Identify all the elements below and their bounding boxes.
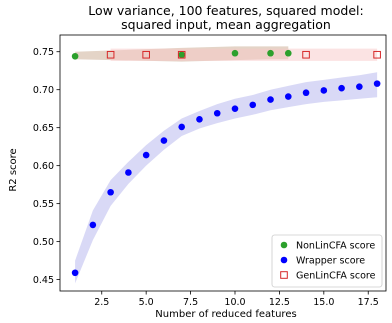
x-axis-label: Number of reduced features bbox=[155, 309, 296, 320]
point-s1-13 bbox=[302, 89, 310, 97]
x-tick-label-6: 17.5 bbox=[358, 297, 379, 308]
point-s1-5 bbox=[160, 137, 168, 144]
point-s1-3 bbox=[125, 169, 132, 176]
y-tick-label-5: 0.70 bbox=[33, 85, 54, 96]
x-tick-label-2: 7.5 bbox=[183, 297, 198, 308]
point-s1-0 bbox=[71, 269, 79, 277]
point-s0-4 bbox=[284, 49, 292, 57]
y-tick-label-1: 0.50 bbox=[33, 237, 54, 248]
point-s1-4 bbox=[142, 151, 150, 159]
point-s0-1 bbox=[178, 51, 185, 59]
legend-label-2: GenLinCFA score bbox=[296, 271, 376, 282]
x-tick-label-4: 12.5 bbox=[269, 297, 290, 308]
point-s0-2 bbox=[231, 49, 239, 57]
y-axis-ticks: 0.45 0.50 0.55 0.60 0.65 0.70 0.75 bbox=[33, 47, 60, 286]
chart-title-line-2: squared input, mean aggregation bbox=[121, 17, 331, 32]
point-s2-2 bbox=[177, 50, 186, 59]
legend-marker-0 bbox=[280, 241, 288, 249]
y-tick-label-2: 0.55 bbox=[33, 199, 54, 210]
point-s0-0 bbox=[71, 52, 79, 60]
legend: NonLinCFA score Wrapper score GenLinCFA sc… bbox=[271, 234, 383, 288]
band-1 bbox=[75, 72, 378, 284]
point-s1-9 bbox=[231, 105, 239, 112]
point-s1-6 bbox=[178, 123, 185, 131]
y-axis-label: R2 score bbox=[8, 148, 19, 191]
y-tick-label-6: 0.75 bbox=[33, 47, 54, 58]
point-s1-16 bbox=[356, 83, 363, 90]
data-points bbox=[71, 49, 381, 277]
x-tick-label-1: 5.0 bbox=[139, 297, 154, 308]
point-s1-7 bbox=[196, 116, 203, 123]
band-2 bbox=[110, 48, 378, 61]
y-tick-label-0: 0.45 bbox=[33, 275, 54, 286]
point-s2-3 bbox=[302, 50, 310, 59]
legend-label-1: Wrapper score bbox=[296, 256, 365, 267]
point-s2-1 bbox=[142, 50, 150, 59]
point-s2-4 bbox=[373, 50, 381, 59]
point-s1-1 bbox=[89, 221, 97, 229]
x-tick-label-5: 15.0 bbox=[313, 297, 334, 308]
plot-frame bbox=[59, 34, 387, 292]
point-s1-2 bbox=[107, 188, 114, 196]
x-tick-label-0: 2.5 bbox=[94, 297, 109, 308]
point-s1-8 bbox=[213, 109, 221, 117]
x-axis-ticks: 2.5 5.0 7.5 10.0 12.5 15.0 17.5 bbox=[94, 291, 379, 308]
point-s1-14 bbox=[320, 87, 328, 94]
point-s0-3 bbox=[267, 49, 274, 57]
y-tick-label-4: 0.65 bbox=[33, 123, 54, 134]
legend-box bbox=[271, 234, 383, 288]
x-tick-label-3: 10.0 bbox=[224, 297, 245, 308]
chart-title: Low variance, 100 features, squared mode… bbox=[88, 3, 363, 32]
y-tick-label-3: 0.60 bbox=[33, 161, 54, 172]
legend-marker-1 bbox=[280, 256, 288, 264]
legend-label-0: NonLinCFA score bbox=[296, 241, 375, 252]
point-s1-15 bbox=[338, 84, 345, 92]
legend-marker-2 bbox=[280, 271, 288, 279]
point-s2-0 bbox=[106, 50, 115, 59]
point-s1-12 bbox=[284, 93, 292, 100]
chart-title-line-1: Low variance, 100 features, squared mode… bbox=[88, 3, 363, 18]
point-s1-17 bbox=[373, 80, 381, 87]
point-s1-11 bbox=[267, 96, 274, 103]
point-s1-10 bbox=[249, 101, 257, 109]
